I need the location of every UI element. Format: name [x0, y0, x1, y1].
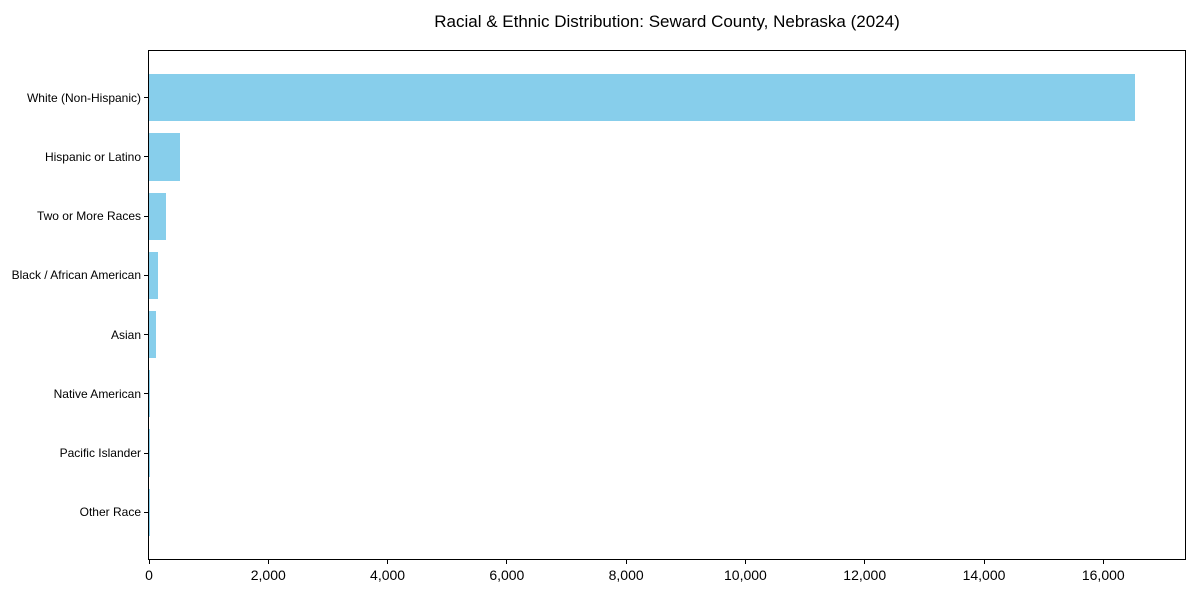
- y-tick-label: Hispanic or Latino: [44, 149, 141, 164]
- x-tick-mark: [625, 560, 627, 564]
- y-tick-label: White (Non-Hispanic): [26, 90, 141, 105]
- x-tick-label: 0: [145, 567, 153, 583]
- y-tick-mark: [144, 452, 148, 454]
- x-tick-label: 12,000: [843, 567, 887, 583]
- x-tick-label: 10,000: [724, 567, 767, 583]
- y-tick-mark: [144, 334, 148, 336]
- bar-native-american: [149, 370, 151, 418]
- bar-two-or-more-races: [149, 192, 166, 240]
- x-tick-mark: [744, 560, 746, 564]
- y-tick-mark: [144, 215, 148, 217]
- x-tick-mark: [983, 560, 985, 564]
- x-tick-mark: [1102, 560, 1104, 564]
- bar-white-non-hispanic: [149, 74, 1136, 122]
- y-tick-label: Other Race: [79, 505, 141, 520]
- bar-asian: [149, 310, 157, 359]
- x-tick-label: 2,000: [250, 567, 286, 583]
- y-tick-label: Two or More Races: [36, 209, 141, 224]
- chart-title: Racial & Ethnic Distribution: Seward Cou…: [434, 12, 900, 31]
- y-tick-label: Pacific Islander: [59, 446, 141, 461]
- x-tick-mark: [506, 560, 508, 564]
- y-tick-label: Asian: [110, 327, 141, 342]
- x-tick-label: 4,000: [370, 567, 406, 583]
- bars-layer: [149, 51, 1185, 559]
- x-tick-label: 16,000: [1081, 567, 1125, 583]
- bar-hispanic-or-latino: [149, 133, 180, 181]
- plot-area: [148, 50, 1186, 560]
- y-tick-label: Black / African American: [11, 268, 141, 283]
- x-tick-mark: [387, 560, 389, 564]
- y-tick-mark: [144, 274, 148, 276]
- y-tick-label: Native American: [53, 386, 141, 401]
- x-tick-label: 14,000: [962, 567, 1006, 583]
- x-tick-label: 8,000: [608, 567, 644, 583]
- x-tick-mark: [148, 560, 150, 564]
- x-tick-mark: [864, 560, 866, 564]
- y-tick-mark: [144, 97, 148, 99]
- x-tick-label: 6,000: [489, 567, 525, 583]
- x-tick-mark: [267, 560, 269, 564]
- bar-black-african-american: [149, 251, 159, 300]
- y-tick-mark: [144, 511, 148, 513]
- y-tick-mark: [144, 156, 148, 158]
- y-tick-mark: [144, 393, 148, 395]
